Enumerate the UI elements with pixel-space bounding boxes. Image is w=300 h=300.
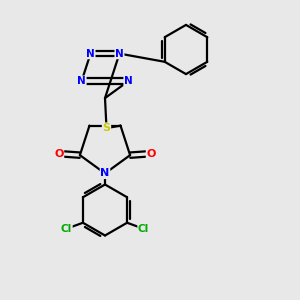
Text: O: O bbox=[54, 149, 64, 159]
Text: N: N bbox=[124, 76, 133, 86]
Text: N: N bbox=[100, 168, 109, 178]
Text: N: N bbox=[77, 76, 86, 86]
Text: Cl: Cl bbox=[61, 224, 72, 234]
Text: N: N bbox=[115, 49, 124, 58]
Text: O: O bbox=[146, 149, 156, 159]
Text: N: N bbox=[86, 49, 95, 58]
Text: Cl: Cl bbox=[138, 224, 149, 234]
Text: S: S bbox=[103, 123, 110, 133]
